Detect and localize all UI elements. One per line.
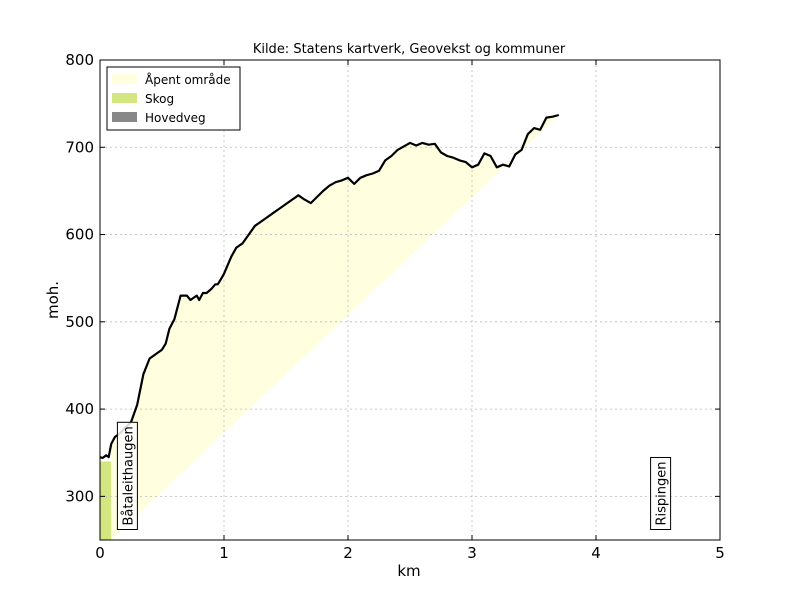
legend-swatch-0 [112,74,137,84]
y-tick-label-4: 700 [65,138,94,156]
y-axis-label: moh. [44,281,62,319]
y-tick-label-0: 300 [65,487,94,505]
plot-frame [99,59,721,541]
y-tick-label-3: 600 [65,226,94,244]
plot-area: 0 1 2 3 4 5 300 400 500 600 700 800 Båtaleithaugen Ri… [65,51,724,562]
x-axis-label: km [397,562,420,580]
y-tick-label-2: 500 [65,313,94,331]
legend-swatch-2 [112,112,137,122]
annotation-1: Rispingen [650,456,672,530]
legend-label-2: Hovedveg [145,111,206,125]
annotation-label-1: Rispingen [655,461,670,525]
legend: Åpent område Skog Hovedveg [106,66,241,131]
annotation-box-0 [116,421,138,530]
fill-segment-skog [100,461,112,540]
profile-line [99,113,560,460]
x-tick-label-0: 0 [95,544,105,562]
fill-segment--pent-omr-de [111,115,559,540]
y-tick-label-5: 800 [65,51,94,69]
annotation-box-1 [650,456,672,530]
legend-label-1: Skog [145,92,174,106]
legend-label-0: Åpent område [145,72,231,87]
x-tick-label-4: 4 [591,544,601,562]
annotation-label-0: Båtaleithaugen [121,426,136,525]
x-tick-label-2: 2 [343,544,353,562]
annotation-0: Båtaleithaugen [116,421,138,530]
chart-title: Kilde: Statens kartverk, Geovekst og kom… [253,42,566,57]
x-tick-label-1: 1 [219,544,229,562]
x-tick-label-3: 3 [467,544,477,562]
y-tick-label-1: 400 [65,400,94,418]
legend-swatch-1 [112,93,137,103]
x-tick-label-5: 5 [715,544,725,562]
